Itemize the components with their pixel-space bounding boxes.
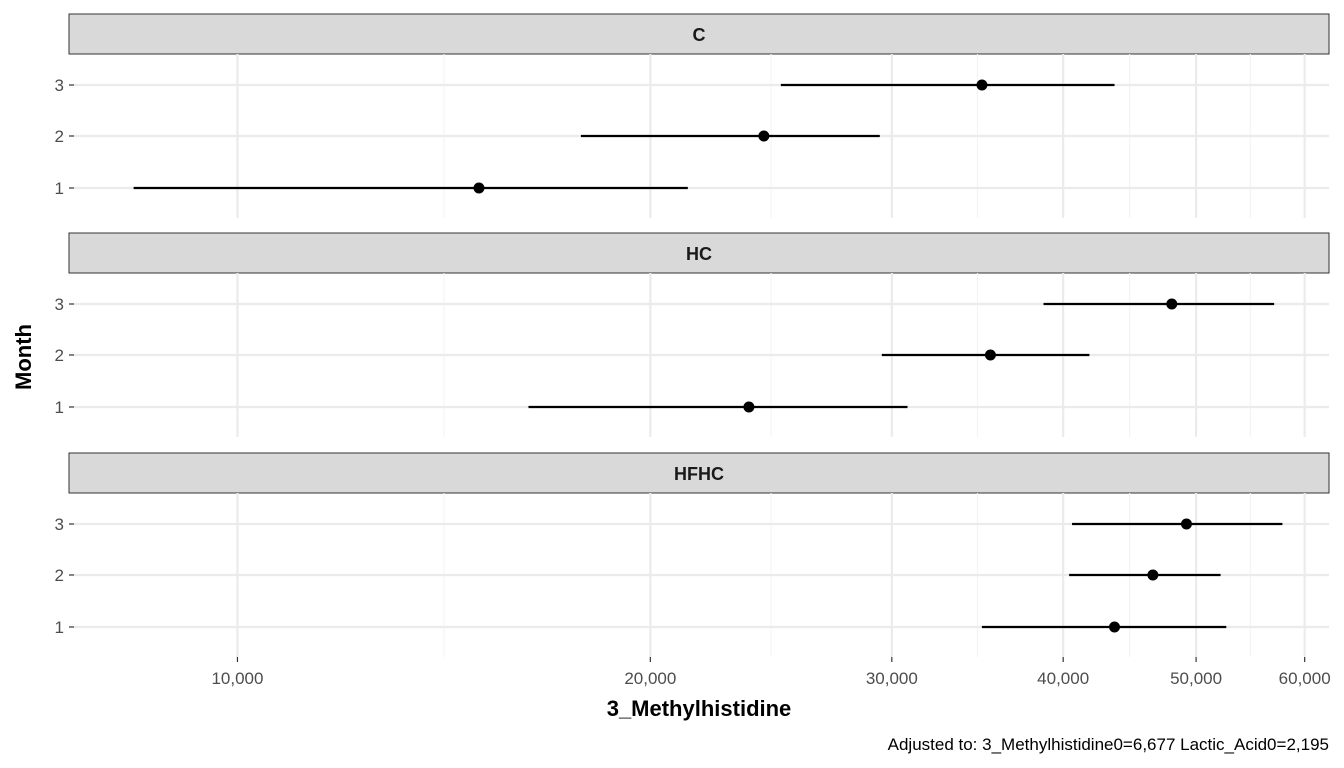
x-axis: 10,000 20,000 30,000 40,000 50,000 60,000 — [211, 657, 1331, 688]
point-estimate — [1166, 298, 1178, 310]
y-tick-label: 1 — [55, 179, 64, 198]
y-tick-label: 3 — [55, 515, 64, 534]
facet-strip — [68, 452, 1330, 494]
point-estimate — [984, 349, 996, 361]
point-estimate — [743, 401, 755, 413]
x-tick-label: 20,000 — [624, 669, 676, 688]
x-tick-label: 50,000 — [1170, 669, 1222, 688]
facet-strip-label: C — [693, 25, 706, 45]
y-tick-label: 1 — [55, 618, 64, 637]
y-tick-label: 2 — [55, 346, 64, 365]
point-estimate — [473, 182, 485, 194]
y-tick-label: 3 — [55, 295, 64, 314]
x-tick-label: 30,000 — [866, 669, 918, 688]
y-tick-label: 1 — [55, 398, 64, 417]
x-axis-title: 3_Methylhistidine — [607, 696, 792, 721]
facet-panel-c: C 1 2 3 — [55, 13, 1330, 218]
facet-strip — [68, 232, 1330, 274]
facet-panel-hc: HC 1 2 3 — [55, 232, 1330, 437]
x-tick-label: 40,000 — [1037, 669, 1089, 688]
x-tick-label: 10,000 — [211, 669, 263, 688]
point-estimate — [1147, 569, 1159, 581]
y-axis-title: Month — [11, 324, 36, 390]
y-tick-label: 2 — [55, 127, 64, 146]
point-estimate — [1180, 518, 1192, 530]
facet-strip — [68, 13, 1330, 55]
y-tick-label: 2 — [55, 566, 64, 585]
panels-layer: C 1 2 3 HC 1 2 3 HFHC 1 2 3 — [55, 13, 1330, 657]
caption: Adjusted to: 3_Methylhistidine0=6,677 La… — [888, 735, 1329, 754]
y-tick-label: 3 — [55, 76, 64, 95]
facet-strip-label: HC — [686, 244, 712, 264]
point-estimate — [1109, 621, 1121, 633]
facet-strip-label: HFHC — [674, 464, 724, 484]
point-estimate — [976, 79, 988, 91]
facet-panel-hfhc: HFHC 1 2 3 — [55, 452, 1330, 657]
point-estimate — [758, 130, 770, 142]
x-tick-label: 60,000 — [1279, 669, 1331, 688]
